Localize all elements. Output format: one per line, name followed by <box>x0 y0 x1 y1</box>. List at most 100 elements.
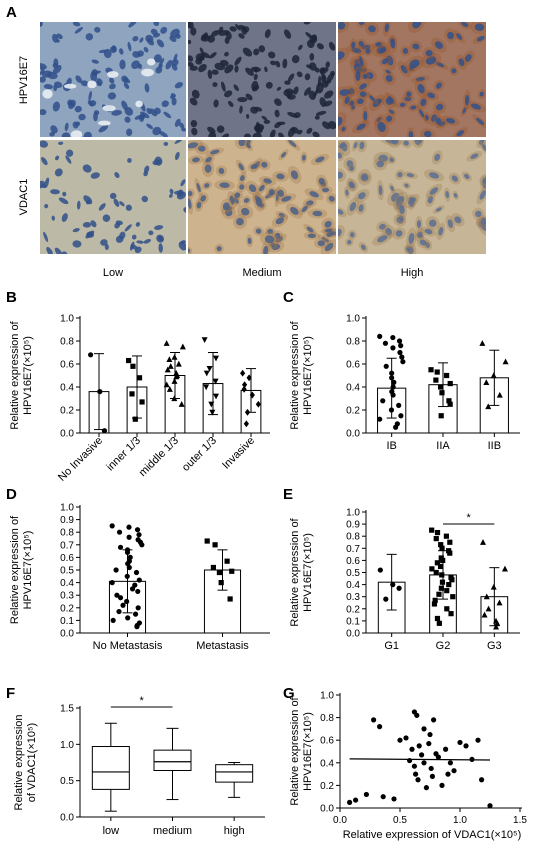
nucleus <box>478 140 485 145</box>
chart-g-data-point <box>447 760 453 766</box>
chart-b-data-point <box>208 401 215 408</box>
nucleus <box>67 99 72 106</box>
nucleus <box>163 141 169 147</box>
nucleus <box>51 215 55 221</box>
nucleus <box>255 197 263 207</box>
nucleus <box>317 75 322 87</box>
nucleus <box>127 41 132 52</box>
chart-f-y-tick-label: 1.0 <box>60 740 74 751</box>
chart-d-data-point <box>116 529 123 535</box>
nucleus <box>328 195 335 202</box>
chart-d-data-point <box>109 580 115 586</box>
nucleus <box>86 231 95 238</box>
chart-d-data-point <box>113 567 119 573</box>
chart-e-data-point <box>377 567 383 573</box>
chart-c-figo-stage: 0.0 0.2 0.4 0.6 0.8 1.0 Relative expression of… <box>289 314 520 452</box>
chart-c-data-point <box>479 340 486 346</box>
chart-g-data-point <box>371 717 377 723</box>
nucleus <box>179 122 185 129</box>
chart-c-data-point <box>397 349 403 356</box>
nucleus <box>115 235 124 243</box>
chart-d-data-point <box>124 549 131 555</box>
chart-c-data-point <box>390 334 396 341</box>
nucleus <box>412 22 422 29</box>
nucleus <box>243 197 250 203</box>
chart-c-y-tick-label: 0.4 <box>346 383 360 394</box>
nucleus <box>476 35 485 42</box>
nucleus <box>338 116 343 127</box>
nucleus <box>199 47 204 54</box>
nucleus <box>205 156 213 163</box>
nucleus <box>158 130 168 137</box>
nucleus <box>119 201 125 207</box>
nucleus <box>274 98 282 106</box>
nucleus <box>386 55 394 66</box>
chart-c-data-point <box>434 369 440 375</box>
nucleus <box>418 140 423 144</box>
nucleus <box>263 178 272 184</box>
nucleus <box>447 31 454 40</box>
nucleus <box>365 48 371 54</box>
nucleus <box>85 33 94 41</box>
nucleus <box>91 59 99 64</box>
chart-b-data-point <box>166 386 173 392</box>
nucleus <box>109 192 117 200</box>
nucleus <box>379 223 386 230</box>
nucleus <box>216 246 222 252</box>
chart-g-data-point <box>377 724 383 730</box>
nucleus <box>43 84 53 90</box>
chart-e-data-point <box>431 601 438 607</box>
chart-e-data-point <box>496 599 503 606</box>
chart-e-data-point <box>432 597 438 603</box>
chart-c-x-tick-label: IIB <box>488 440 501 452</box>
chart-g-y-axis-label: HPV16E7(×10⁵) <box>302 712 314 791</box>
nucleus <box>316 82 324 94</box>
chart-d-data-point <box>136 577 142 583</box>
chart-d-data-point <box>133 569 140 576</box>
nucleus <box>416 220 422 229</box>
nucleus <box>153 54 162 63</box>
chart-g-data-point <box>479 777 485 783</box>
nucleus <box>127 158 132 163</box>
nucleus <box>263 245 269 254</box>
nucleus <box>369 95 375 102</box>
nucleus <box>148 230 154 236</box>
chart-d-data-point <box>229 568 235 574</box>
nucleus <box>252 132 262 137</box>
chart-b-data-point <box>241 381 248 389</box>
nucleus <box>174 140 184 144</box>
nucleus <box>61 251 68 254</box>
chart-e-data-point <box>447 550 453 556</box>
chart-c-data-point <box>446 398 452 404</box>
nucleus <box>40 71 43 76</box>
nucleus <box>397 172 403 178</box>
nucleus <box>207 69 213 80</box>
nucleus <box>132 36 139 42</box>
nucleus <box>204 164 212 173</box>
chart-g-x-axis-label: Relative expression of VDAC1(×10⁵) <box>343 829 522 841</box>
nucleus <box>160 26 168 34</box>
chart-d-y-tick-label: 0.0 <box>60 629 74 640</box>
nucleus <box>188 22 194 29</box>
nucleus <box>291 126 299 134</box>
nucleus <box>115 220 123 226</box>
nucleus <box>419 239 427 246</box>
chart-c-y-tick-label: 0.2 <box>346 406 360 417</box>
chart-e-y-tick-label: 0.4 <box>346 580 360 591</box>
chart-g-data-point <box>439 782 445 789</box>
chart-c-data-point <box>390 384 396 390</box>
nucleus <box>170 93 176 98</box>
nucleus <box>425 56 437 65</box>
nucleus <box>306 127 313 134</box>
chart-c-y-axis-label: HPV16E7(×10⁵) <box>302 336 314 415</box>
nucleus <box>234 65 239 73</box>
nucleus <box>278 132 285 137</box>
chart-c-data-point <box>389 370 395 376</box>
nucleus <box>245 67 254 76</box>
nucleus <box>368 25 376 33</box>
chart-g-data-point <box>397 737 403 743</box>
chart-e-data-point <box>429 527 435 533</box>
chart-g-y-tick-label: 0.8 <box>320 713 334 724</box>
nucleus <box>114 172 120 179</box>
chart-d-data-point <box>204 538 210 544</box>
